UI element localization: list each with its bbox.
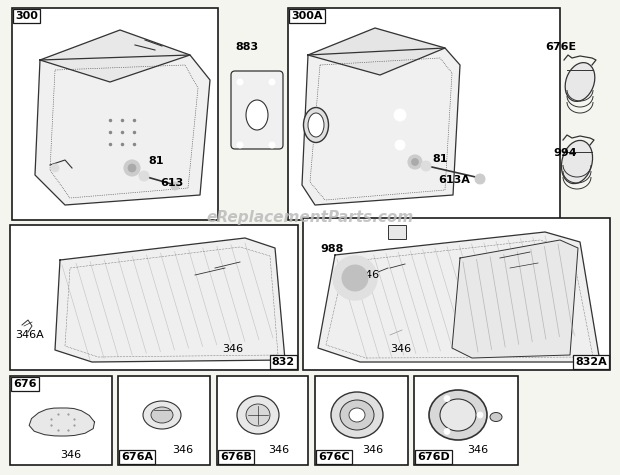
Text: 613A: 613A <box>438 175 470 185</box>
Text: eReplacementParts.com: eReplacementParts.com <box>206 210 414 225</box>
Text: 676A: 676A <box>121 452 153 462</box>
Bar <box>315 376 408 465</box>
Circle shape <box>333 256 377 300</box>
Text: 832: 832 <box>272 357 295 367</box>
Circle shape <box>408 155 422 169</box>
Text: 676E: 676E <box>545 42 576 52</box>
Polygon shape <box>55 238 285 362</box>
Ellipse shape <box>143 401 181 429</box>
Ellipse shape <box>565 63 595 101</box>
Bar <box>10 376 112 465</box>
Circle shape <box>237 142 243 148</box>
Text: 883: 883 <box>235 42 258 52</box>
Polygon shape <box>308 28 445 75</box>
Ellipse shape <box>237 396 279 434</box>
Ellipse shape <box>562 141 593 184</box>
Polygon shape <box>29 408 94 436</box>
Bar <box>388 225 406 239</box>
Circle shape <box>477 412 483 418</box>
Circle shape <box>128 164 136 172</box>
Circle shape <box>237 79 243 85</box>
Circle shape <box>475 174 485 184</box>
Ellipse shape <box>349 408 365 422</box>
Text: 676D: 676D <box>417 452 450 462</box>
Circle shape <box>444 428 450 435</box>
Bar <box>10 225 298 370</box>
Text: 346: 346 <box>222 344 243 354</box>
Circle shape <box>269 142 275 148</box>
Circle shape <box>139 171 149 181</box>
Text: 346: 346 <box>172 445 193 455</box>
Circle shape <box>394 109 406 121</box>
Ellipse shape <box>429 390 487 440</box>
Polygon shape <box>318 232 600 362</box>
Text: 994: 994 <box>553 148 577 158</box>
Polygon shape <box>302 48 460 205</box>
Text: 676C: 676C <box>318 452 350 462</box>
Text: 613: 613 <box>160 178 184 188</box>
Circle shape <box>342 265 368 291</box>
Text: 81: 81 <box>432 154 448 164</box>
Text: 346: 346 <box>60 450 81 460</box>
Ellipse shape <box>246 100 268 130</box>
Text: 346: 346 <box>467 445 488 455</box>
Bar <box>12 8 218 220</box>
Polygon shape <box>40 30 190 82</box>
Circle shape <box>51 164 59 172</box>
Text: 300A: 300A <box>291 11 322 21</box>
Ellipse shape <box>331 392 383 438</box>
FancyBboxPatch shape <box>231 71 283 149</box>
Text: 346: 346 <box>358 270 379 280</box>
Text: 676B: 676B <box>220 452 252 462</box>
Text: 346: 346 <box>268 445 289 455</box>
Ellipse shape <box>490 412 502 421</box>
Circle shape <box>412 159 418 165</box>
Ellipse shape <box>304 107 329 142</box>
Circle shape <box>444 396 450 401</box>
Circle shape <box>269 79 275 85</box>
Polygon shape <box>35 55 210 205</box>
Text: 346: 346 <box>390 344 411 354</box>
Ellipse shape <box>440 399 476 431</box>
Text: 346A: 346A <box>15 330 44 340</box>
Circle shape <box>395 140 405 150</box>
Bar <box>303 218 610 370</box>
Circle shape <box>171 182 179 190</box>
Ellipse shape <box>340 400 374 430</box>
Ellipse shape <box>246 404 270 426</box>
Ellipse shape <box>151 407 173 423</box>
Text: 300: 300 <box>15 11 38 21</box>
Circle shape <box>421 161 431 171</box>
Text: 81: 81 <box>148 156 164 166</box>
Text: 832A: 832A <box>575 357 607 367</box>
Text: 676: 676 <box>13 379 37 389</box>
Ellipse shape <box>308 113 324 137</box>
Polygon shape <box>452 240 578 358</box>
Bar <box>414 376 518 465</box>
Bar <box>118 376 210 465</box>
Text: 988: 988 <box>320 244 343 254</box>
Bar <box>217 376 308 465</box>
Bar <box>288 8 560 220</box>
Text: 346: 346 <box>362 445 383 455</box>
Circle shape <box>124 160 140 176</box>
